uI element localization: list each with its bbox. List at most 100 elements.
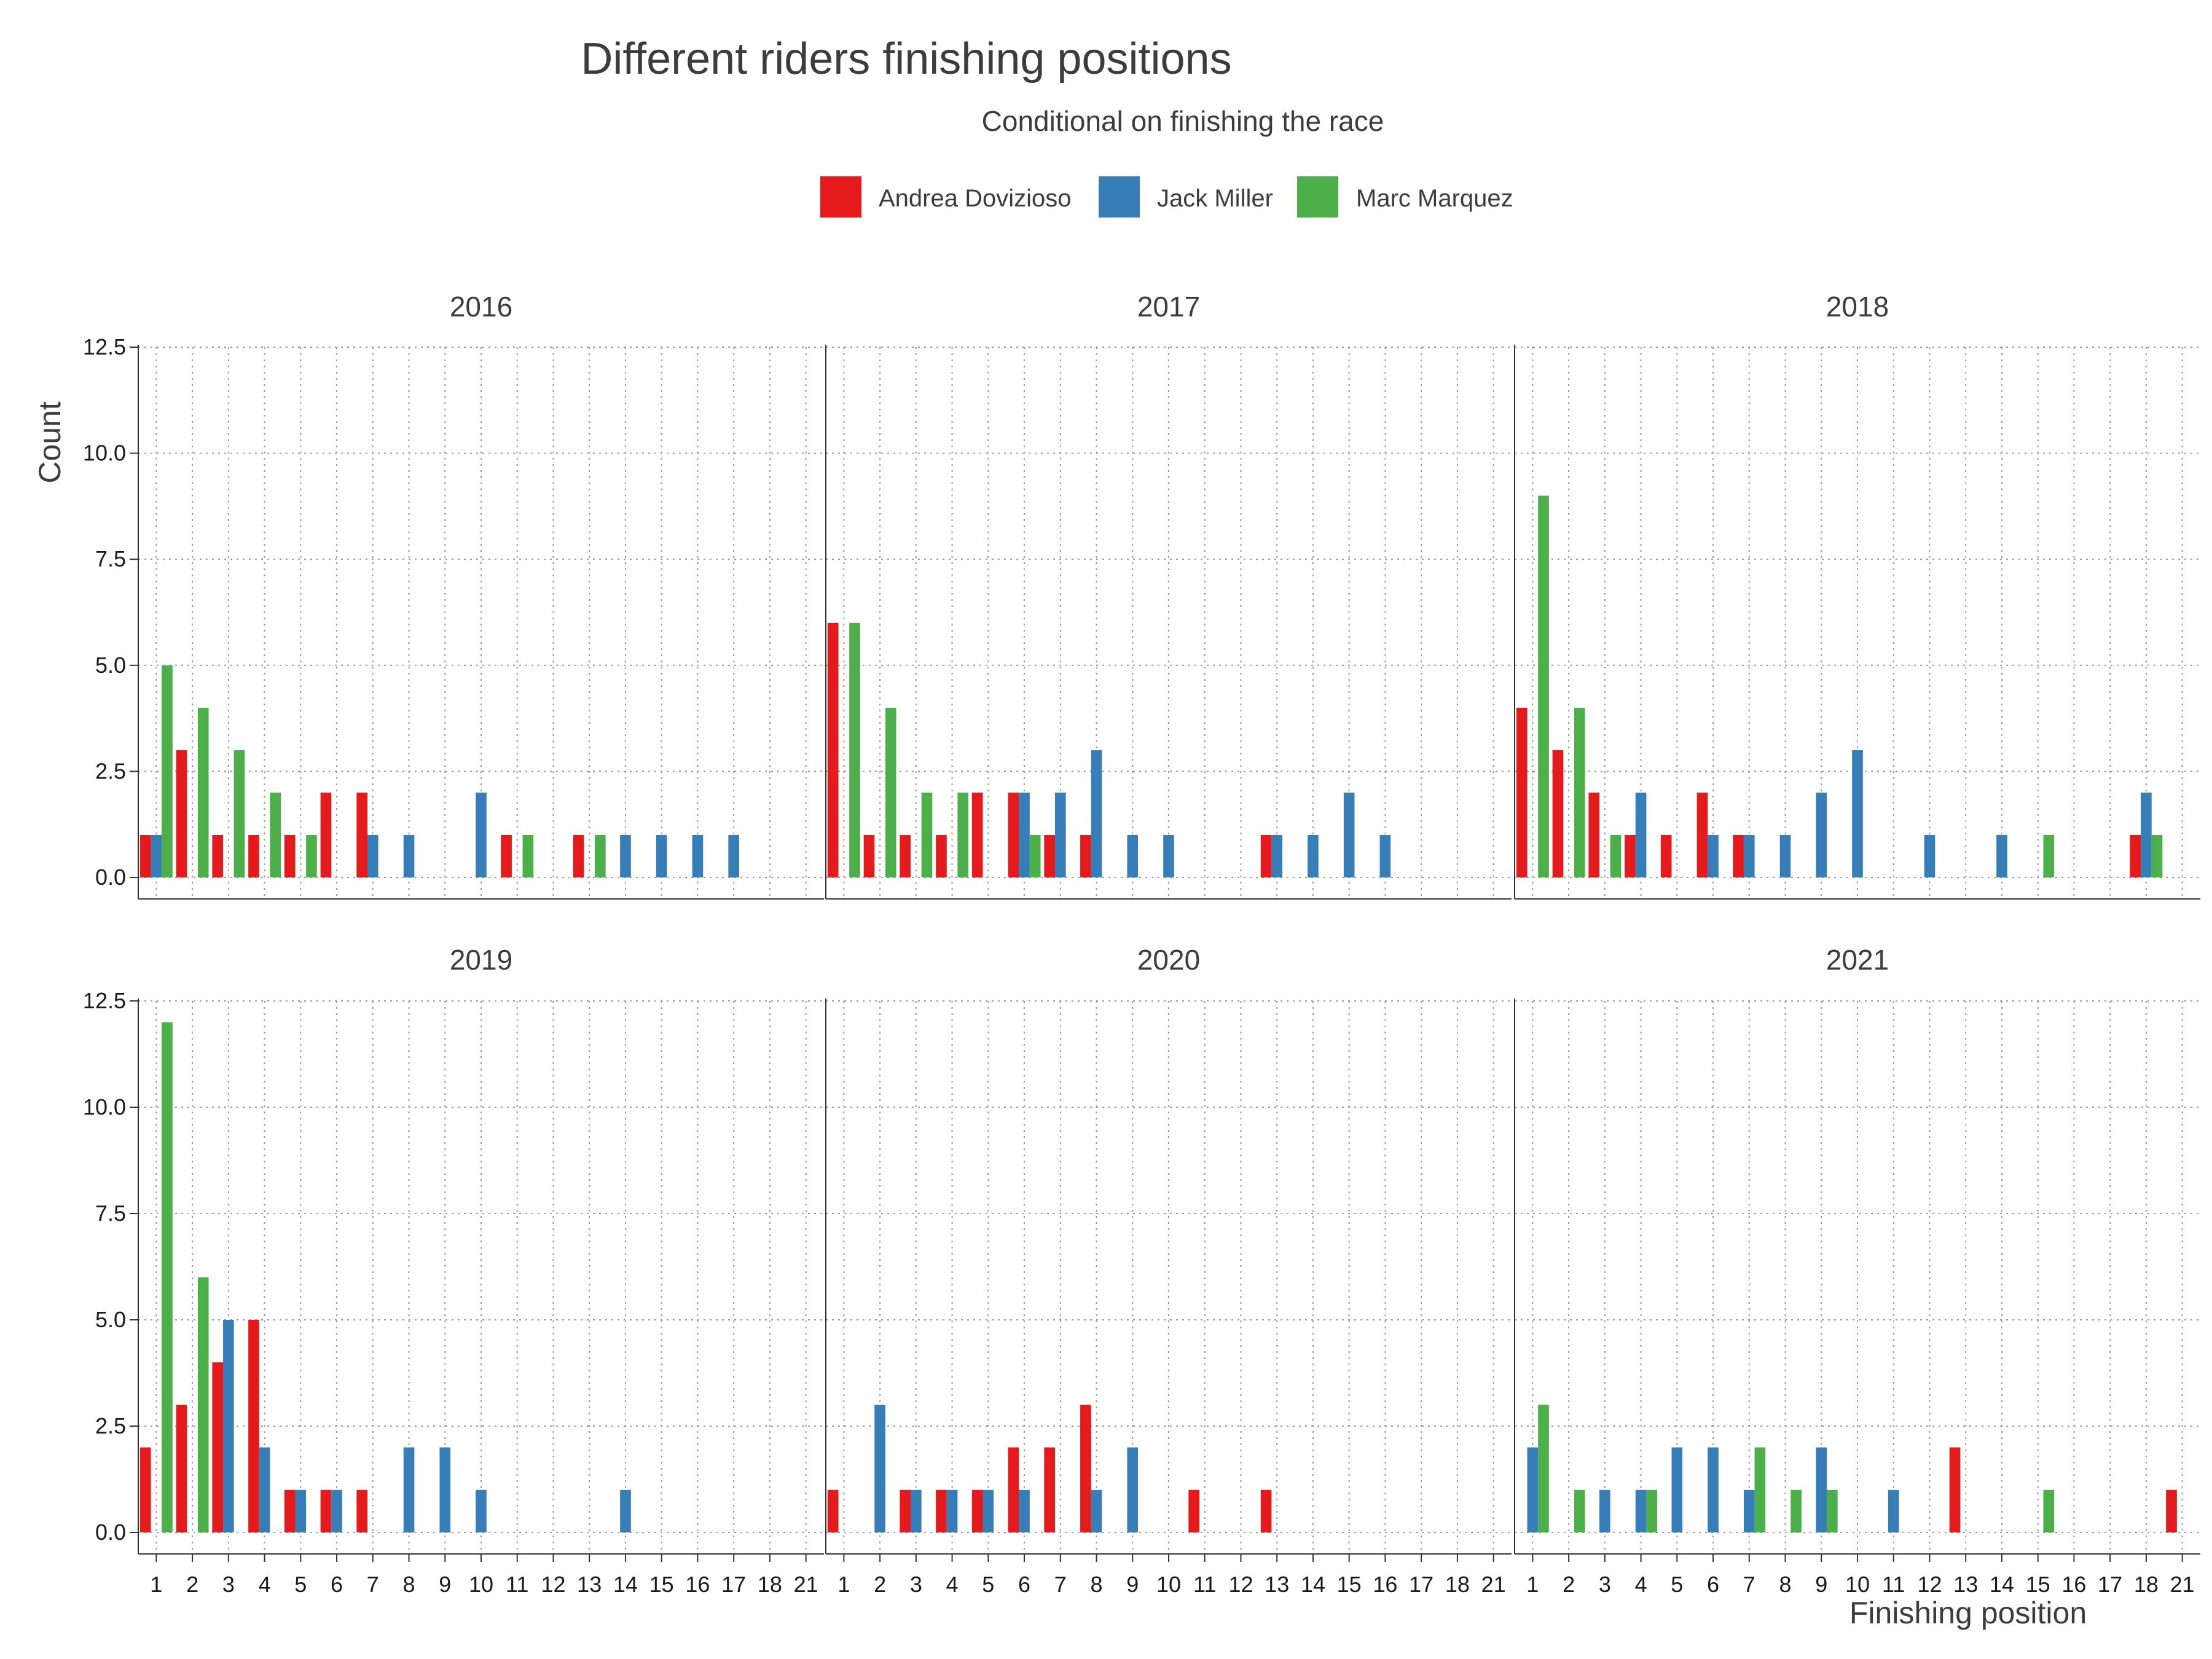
bar-1-series-1: [139, 1447, 151, 1532]
bar-5-series-3: [306, 834, 317, 877]
bar-11-series-2: [1888, 1489, 1899, 1532]
x-axis-title: Finishing position: [1849, 1596, 2087, 1630]
x-tick-label: 15: [649, 1572, 674, 1597]
x-tick-label: 10: [1156, 1572, 1181, 1597]
bar-16-series-2: [1379, 834, 1391, 877]
x-tick-label: 1: [1526, 1572, 1539, 1597]
panel-strip-label: 2018: [1826, 291, 1889, 323]
bar-1-series-1: [827, 1489, 839, 1532]
bar-10-series-2: [1163, 834, 1174, 877]
bar-2-series-1: [1552, 750, 1564, 877]
bar-2-series-1: [176, 750, 187, 877]
bar-5-series-1: [284, 1489, 296, 1532]
bar-18-series-2: [2141, 792, 2152, 877]
bar-3-series-1: [900, 834, 911, 877]
y-tick-label: 7.5: [95, 546, 126, 571]
bar-16-series-2: [692, 834, 704, 877]
bar-21-series-1: [2166, 1489, 2177, 1532]
bar-7-series-1: [1044, 1447, 1055, 1532]
bar-1-series-3: [1538, 495, 1549, 877]
bar-6-series-3: [1029, 834, 1041, 877]
bar-18-series-1: [2130, 834, 2141, 877]
bar-8-series-2: [1091, 1489, 1102, 1532]
y-tick-label: 10.0: [83, 1094, 126, 1120]
bar-13-series-3: [595, 834, 606, 877]
bar-11-series-1: [501, 834, 512, 877]
bar-13-series-1: [1260, 1489, 1272, 1532]
x-tick-label: 2: [874, 1572, 886, 1597]
bar-7-series-1: [356, 792, 367, 877]
bar-7-series-2: [1054, 792, 1066, 877]
bar-11-series-1: [1188, 1489, 1199, 1532]
x-tick-label: 13: [1953, 1572, 1978, 1597]
bar-3-series-1: [212, 1362, 224, 1532]
bar-14-series-2: [620, 834, 631, 877]
bar-2-series-1: [176, 1405, 187, 1532]
bar-8-series-3: [1790, 1489, 1802, 1532]
y-tick-label: 2.5: [95, 1413, 126, 1438]
bar-1-series-2: [151, 834, 162, 877]
bar-9-series-2: [439, 1447, 451, 1532]
y-tick-label: 7.5: [95, 1201, 126, 1226]
bar-10-series-2: [476, 792, 487, 877]
x-tick-label: 15: [2026, 1572, 2050, 1597]
bar-6-series-1: [1008, 1447, 1019, 1532]
x-tick-label: 16: [1373, 1572, 1397, 1597]
x-tick-label: 7: [1054, 1572, 1067, 1597]
x-tick-label: 11: [1193, 1572, 1216, 1597]
bar-4-series-1: [936, 1489, 947, 1532]
bar-14-series-2: [1996, 834, 2007, 877]
bar-6-series-1: [320, 792, 332, 877]
x-tick-label: 9: [439, 1572, 451, 1597]
x-tick-label: 4: [946, 1572, 959, 1597]
x-tick-label: 2: [186, 1572, 198, 1597]
bar-5-series-1: [971, 792, 983, 877]
bar-7-series-2: [1743, 1489, 1755, 1532]
bar-6-series-1: [1008, 792, 1019, 877]
bar-2-series-2: [874, 1405, 885, 1532]
bar-5-series-1: [1660, 834, 1672, 877]
bar-1-series-1: [827, 622, 839, 877]
bar-2-series-3: [885, 707, 896, 877]
x-tick-label: 7: [367, 1572, 379, 1597]
y-tick-label: 0.0: [95, 1520, 126, 1545]
legend-label-2: Jack Miller: [1157, 185, 1273, 212]
bar-6-series-2: [1019, 792, 1030, 877]
x-tick-label: 21: [794, 1572, 818, 1597]
x-tick-label: 8: [1779, 1572, 1792, 1597]
bar-8-series-2: [403, 834, 415, 877]
bar-4-series-2: [1635, 1489, 1647, 1532]
bar-13-series-1: [1260, 834, 1272, 877]
bar-1-series-3: [1538, 1405, 1549, 1532]
bar-4-series-2: [1635, 792, 1647, 877]
bar-7-series-1: [1733, 834, 1744, 877]
bar-3-series-1: [212, 834, 224, 877]
y-tick-label: 10.0: [83, 441, 126, 466]
bar-9-series-2: [1816, 1447, 1827, 1532]
x-tick-label: 12: [541, 1572, 565, 1597]
x-tick-label: 5: [1671, 1572, 1683, 1597]
bar-13-series-1: [573, 834, 584, 877]
bar-8-series-2: [403, 1447, 415, 1532]
panel-3: 2018: [1514, 291, 2200, 900]
bar-4-series-3: [957, 792, 969, 877]
x-tick-label: 6: [331, 1572, 343, 1597]
bar-4-series-2: [946, 1489, 958, 1532]
bar-3-series-3: [921, 792, 933, 877]
y-tick-label: 5.0: [95, 653, 126, 678]
x-tick-label: 1: [837, 1572, 850, 1597]
bar-1-series-3: [849, 622, 860, 877]
bar-4-series-2: [259, 1447, 270, 1532]
x-tick-label: 12: [1228, 1572, 1253, 1597]
bar-1-series-1: [1516, 707, 1528, 877]
bar-4-series-3: [270, 792, 281, 877]
x-tick-label: 13: [1265, 1572, 1289, 1597]
x-tick-label: 5: [294, 1572, 307, 1597]
bar-8-series-1: [1080, 1405, 1091, 1532]
bar-1-series-3: [162, 1022, 173, 1532]
x-tick-label: 18: [2134, 1572, 2159, 1597]
